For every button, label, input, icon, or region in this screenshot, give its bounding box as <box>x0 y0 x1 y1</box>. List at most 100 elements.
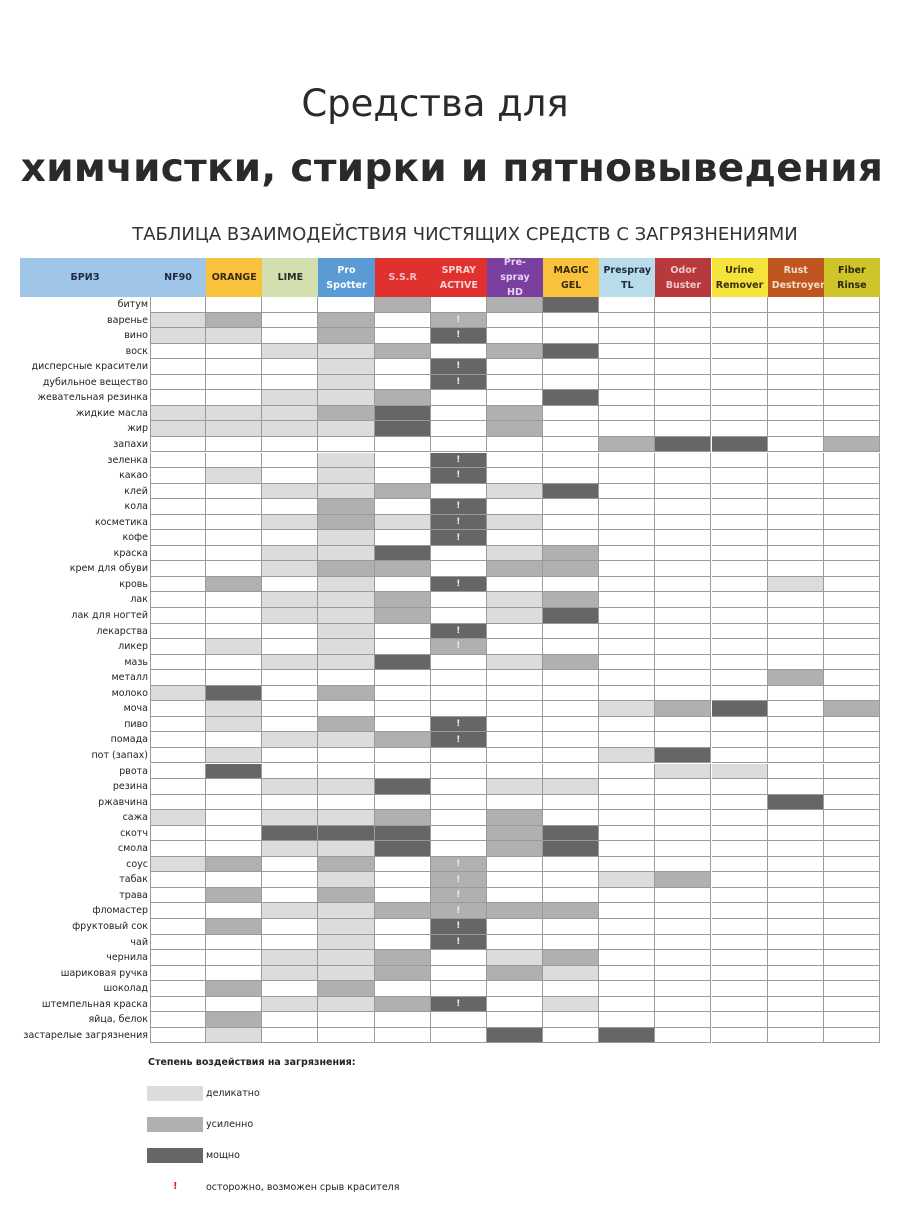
table-cell <box>655 732 712 748</box>
table-cell <box>430 608 487 624</box>
table-cell <box>374 359 431 375</box>
row-label: мазь <box>124 656 148 668</box>
table-cell <box>262 592 319 608</box>
table-cell <box>711 390 768 406</box>
table-cell <box>318 483 375 500</box>
table-cell <box>374 887 431 904</box>
table-cell <box>486 810 544 826</box>
row-label: зеленка <box>107 454 148 466</box>
table-cell <box>318 996 375 1013</box>
table-cell <box>599 950 656 966</box>
table-cell <box>430 794 487 811</box>
row-label: резина <box>112 781 148 793</box>
table-cell <box>206 685 263 702</box>
table-cell <box>655 312 712 329</box>
row-label: фруктовый сок <box>72 921 148 932</box>
table-cell <box>486 716 544 733</box>
table-cell <box>318 343 375 360</box>
caution-mark: ! <box>456 734 461 745</box>
table-cell <box>486 623 544 640</box>
table-cell <box>150 872 207 888</box>
table-cell <box>599 390 656 406</box>
table-cell <box>150 576 207 593</box>
table-cell <box>206 374 263 391</box>
table-cell <box>599 872 656 888</box>
row-label: жидкие масла <box>75 407 148 419</box>
table-cell <box>318 903 375 919</box>
table-cell <box>543 297 600 313</box>
table-cell <box>486 747 544 764</box>
row-label: лекарства <box>96 625 148 637</box>
table-cell <box>374 685 431 702</box>
table-cell <box>150 1027 207 1044</box>
column-header-label: LIME <box>277 272 304 283</box>
table-cell <box>486 390 544 406</box>
table-cell <box>486 934 544 951</box>
table-cell <box>767 623 824 640</box>
caution-mark: ! <box>456 330 461 341</box>
table-cell <box>262 996 319 1013</box>
table-cell <box>150 499 207 515</box>
column-header: ORANGE <box>206 258 263 297</box>
table-cell <box>318 763 375 780</box>
table-cell <box>599 421 656 437</box>
table-cell <box>655 779 712 795</box>
table-cell <box>767 374 824 391</box>
table-cell <box>543 919 600 935</box>
table-cell <box>262 312 319 329</box>
table-cell <box>430 654 487 671</box>
table-cell <box>767 701 824 717</box>
row-label: кофе <box>122 532 148 544</box>
table-cell <box>206 436 263 453</box>
table-cell <box>711 576 768 593</box>
caution-mark: ! <box>456 999 461 1010</box>
table-cell <box>150 639 207 655</box>
table-cell <box>543 716 600 733</box>
table-cell <box>823 1027 880 1044</box>
table-cell <box>543 343 600 360</box>
legend-swatch-light <box>147 1086 203 1101</box>
table-cell <box>486 763 544 780</box>
table-cell <box>767 794 824 811</box>
table-cell <box>823 685 880 702</box>
table-cell <box>206 794 263 811</box>
table-cell <box>823 887 880 904</box>
table-cell <box>206 763 263 780</box>
table-cell <box>150 685 207 702</box>
row-label: клей <box>124 485 148 497</box>
table-cell <box>318 530 375 546</box>
table-cell <box>262 872 319 888</box>
table-cell <box>767 452 824 469</box>
table-cell <box>430 701 487 717</box>
table-cell <box>767 328 824 344</box>
table-cell <box>150 810 207 826</box>
table-cell <box>543 452 600 469</box>
table-cell <box>655 452 712 469</box>
table-cell <box>767 856 824 873</box>
table-cell <box>655 374 712 391</box>
table-cell <box>262 794 319 811</box>
table-cell: ! <box>430 856 487 873</box>
table-cell <box>599 919 656 935</box>
table-cell <box>374 903 431 919</box>
table-cell <box>262 887 319 904</box>
table-cell <box>150 841 207 857</box>
table-cell <box>767 747 824 764</box>
table-cell <box>206 981 263 997</box>
table-cell <box>599 297 656 313</box>
row-label: соус <box>126 858 148 870</box>
table-cell <box>599 747 656 764</box>
table-cell <box>374 499 431 515</box>
table-cell <box>767 561 824 577</box>
table-cell <box>599 654 656 671</box>
table-cell <box>206 390 263 406</box>
table-cell <box>486 359 544 375</box>
table-cell <box>262 934 319 951</box>
table-cell <box>655 887 712 904</box>
table-cell <box>430 561 487 577</box>
table-cell <box>486 841 544 857</box>
table-cell <box>430 825 487 842</box>
row-label: пиво <box>124 718 148 730</box>
table-cell <box>262 670 319 686</box>
row-label: пот (запах) <box>91 749 148 761</box>
